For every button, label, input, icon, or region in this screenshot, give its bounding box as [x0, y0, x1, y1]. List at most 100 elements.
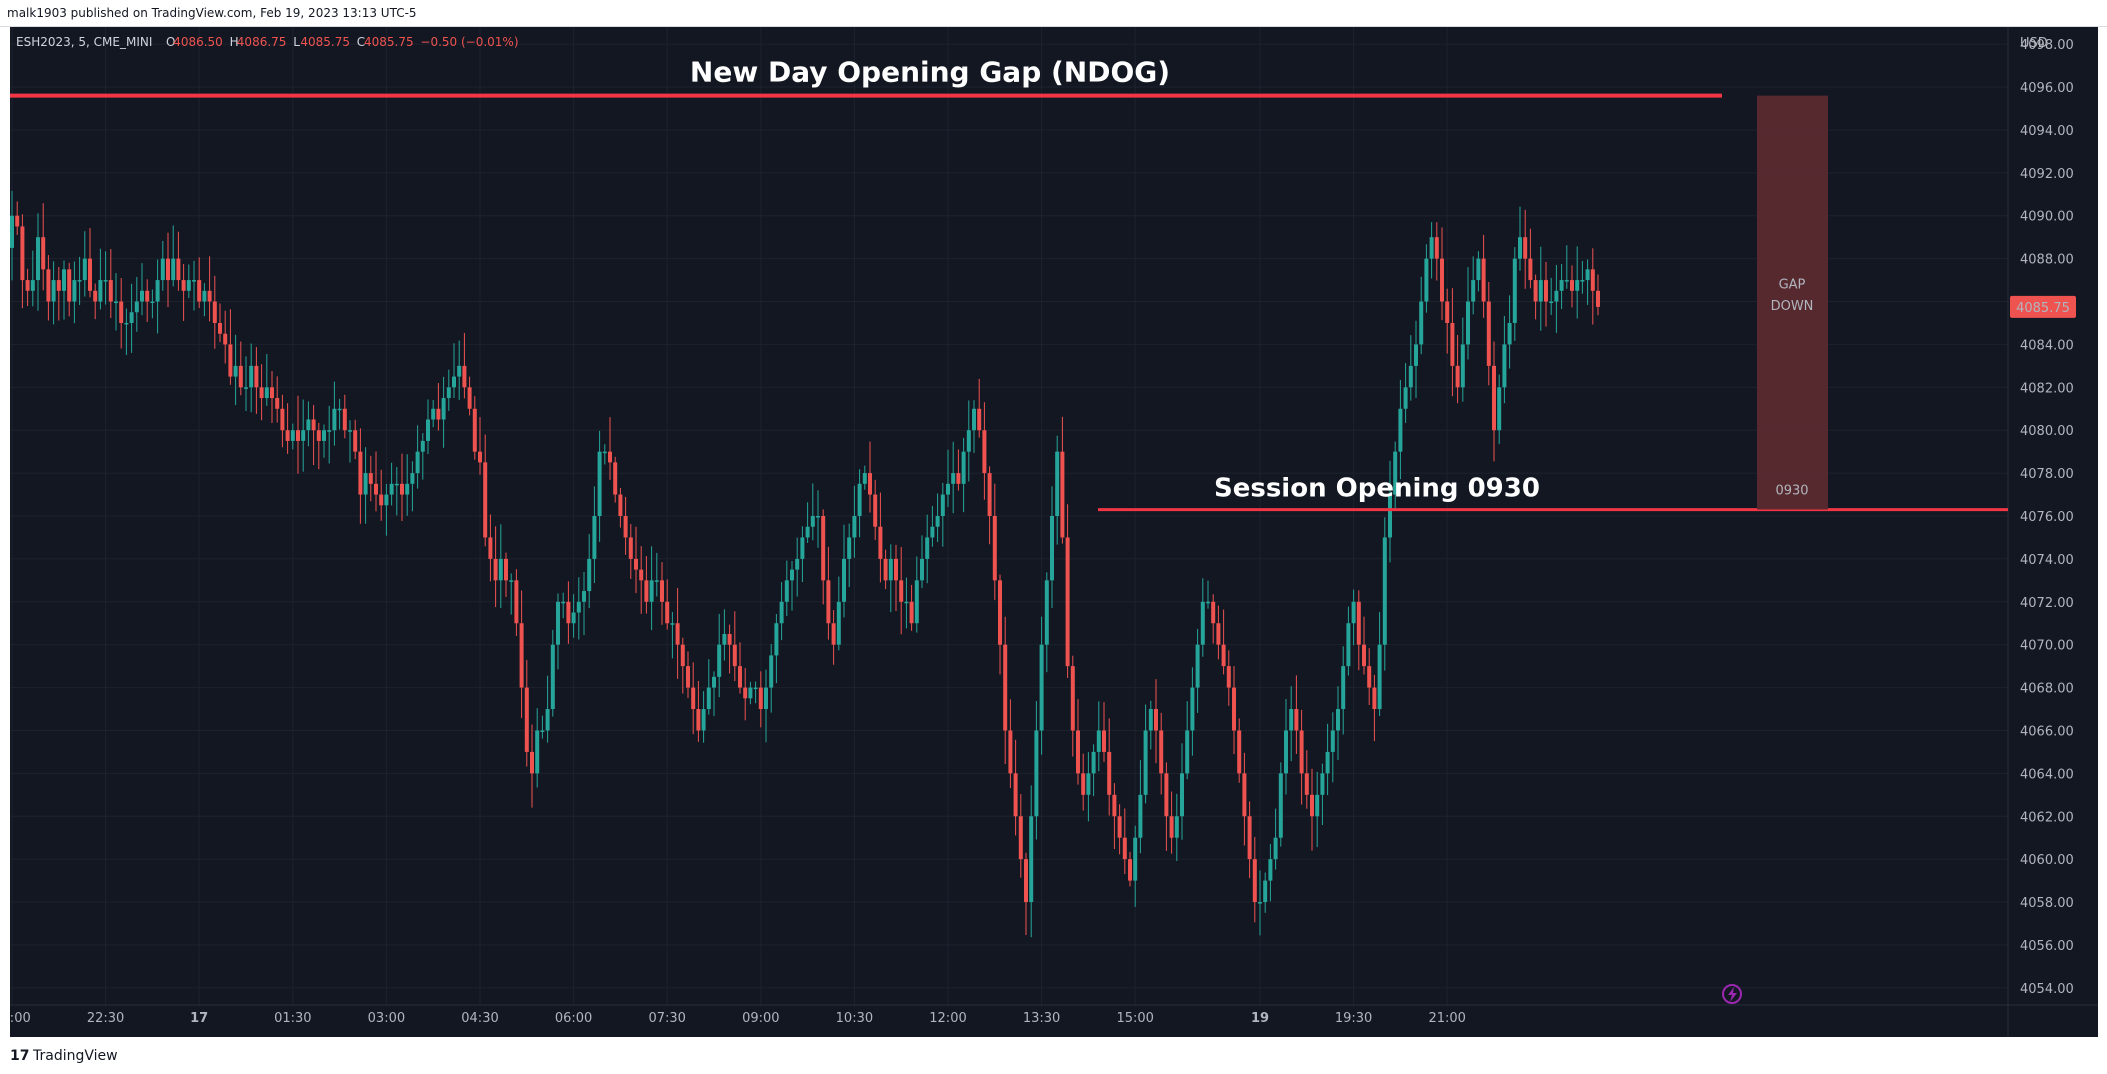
candle-body[interactable] [316, 430, 321, 441]
candle-body[interactable] [1096, 730, 1101, 752]
candle-body[interactable] [1507, 322, 1512, 345]
candle-body[interactable] [1263, 880, 1268, 903]
candle-body[interactable] [192, 280, 196, 282]
candle-body[interactable] [852, 516, 857, 538]
candle-body[interactable] [738, 666, 742, 688]
candle-body[interactable] [576, 601, 581, 613]
candle-body[interactable] [228, 344, 233, 377]
candle-body[interactable] [254, 365, 259, 388]
candle-body[interactable] [1247, 816, 1252, 860]
candle-body[interactable] [1440, 258, 1444, 302]
candle-body[interactable] [1554, 290, 1559, 302]
candle-body[interactable] [410, 473, 415, 484]
candle-body[interactable] [1315, 794, 1320, 817]
candle-body[interactable] [1143, 730, 1148, 795]
candle-body[interactable] [1471, 280, 1476, 302]
candle-body[interactable] [821, 516, 826, 581]
candle-body[interactable] [925, 537, 930, 559]
candle-body[interactable] [634, 558, 638, 570]
candle-body[interactable] [202, 290, 207, 302]
candle-body[interactable] [1372, 687, 1377, 710]
candle-body[interactable] [873, 494, 878, 527]
candle-body[interactable] [1122, 837, 1127, 860]
candle-body[interactable] [1169, 816, 1174, 838]
candle-body[interactable] [108, 280, 113, 302]
candle-body[interactable] [322, 430, 326, 441]
candle-body[interactable] [623, 516, 628, 538]
candle-body[interactable] [878, 526, 883, 559]
candle-body[interactable] [940, 494, 945, 516]
candle-body[interactable] [1221, 644, 1226, 667]
candle-body[interactable] [155, 280, 160, 302]
candle-body[interactable] [1050, 516, 1054, 581]
candle-body[interactable] [602, 451, 607, 454]
tradingview-logo-icon[interactable]: 17 [10, 1048, 30, 1064]
candle-body[interactable] [1065, 537, 1070, 667]
candle-body[interactable] [743, 687, 748, 699]
candle-body[interactable] [400, 483, 404, 495]
candle-body[interactable] [592, 516, 597, 559]
candle-body[interactable] [524, 687, 529, 752]
candle-body[interactable] [1024, 859, 1028, 903]
candle-body[interactable] [1112, 794, 1117, 817]
candle-body[interactable] [972, 408, 976, 431]
candle-body[interactable] [1070, 666, 1075, 731]
candle-body[interactable] [795, 558, 800, 570]
candle-body[interactable] [98, 280, 103, 302]
candle-body[interactable] [701, 709, 706, 731]
candle-body[interactable] [244, 387, 248, 389]
candle-body[interactable] [306, 419, 311, 431]
candle-body[interactable] [1304, 773, 1309, 795]
candle-body[interactable] [582, 591, 586, 602]
candle-body[interactable] [545, 709, 550, 731]
candle-body[interactable] [732, 644, 737, 667]
candle-body[interactable] [1206, 601, 1210, 604]
candle-body[interactable] [717, 644, 722, 677]
candle-body[interactable] [1346, 623, 1351, 667]
candle-body[interactable] [420, 440, 425, 452]
candle-body[interactable] [1466, 301, 1470, 345]
candle-body[interactable] [670, 623, 675, 625]
candle-body[interactable] [1200, 601, 1205, 645]
candle-body[interactable] [15, 215, 20, 227]
candle-body[interactable] [1216, 623, 1221, 645]
candle-body[interactable] [857, 483, 862, 516]
candle-body[interactable] [1476, 258, 1481, 281]
candle-body[interactable] [1039, 644, 1044, 731]
candle-body[interactable] [441, 398, 446, 420]
candle-body[interactable] [826, 580, 831, 624]
candle-body[interactable] [348, 430, 352, 432]
candle-body[interactable] [790, 569, 794, 581]
candle-body[interactable] [1590, 269, 1595, 291]
candle-body[interactable] [488, 537, 493, 559]
candle-body[interactable] [946, 483, 950, 495]
candle-body[interactable] [935, 516, 940, 527]
candle-body[interactable] [1512, 258, 1517, 323]
candle-body[interactable] [639, 569, 644, 581]
candle-body[interactable] [894, 558, 898, 581]
candle-body[interactable] [483, 462, 488, 538]
candle-body[interactable] [1211, 601, 1216, 624]
candle-body[interactable] [706, 687, 711, 710]
candle-body[interactable] [218, 322, 222, 334]
candle-body[interactable] [1356, 601, 1361, 645]
candle-body[interactable] [181, 280, 186, 291]
candle-body[interactable] [504, 558, 508, 581]
candle-body[interactable] [384, 494, 389, 506]
candle-body[interactable] [982, 430, 987, 474]
candle-body[interactable] [1044, 580, 1049, 645]
candle-body[interactable] [171, 258, 176, 281]
candle-body[interactable] [722, 633, 727, 645]
candle-body[interactable] [337, 408, 342, 411]
candle-body[interactable] [686, 666, 690, 688]
candle-body[interactable] [223, 333, 228, 345]
candle-body[interactable] [914, 580, 919, 624]
candle-body[interactable] [1450, 322, 1455, 366]
candle-body[interactable] [831, 623, 836, 645]
candle-body[interactable] [1544, 280, 1548, 302]
candle-body[interactable] [1336, 709, 1340, 731]
candle-body[interactable] [56, 280, 61, 291]
candle-body[interactable] [25, 280, 30, 291]
candle-body[interactable] [571, 612, 576, 624]
candle-body[interactable] [129, 312, 134, 323]
